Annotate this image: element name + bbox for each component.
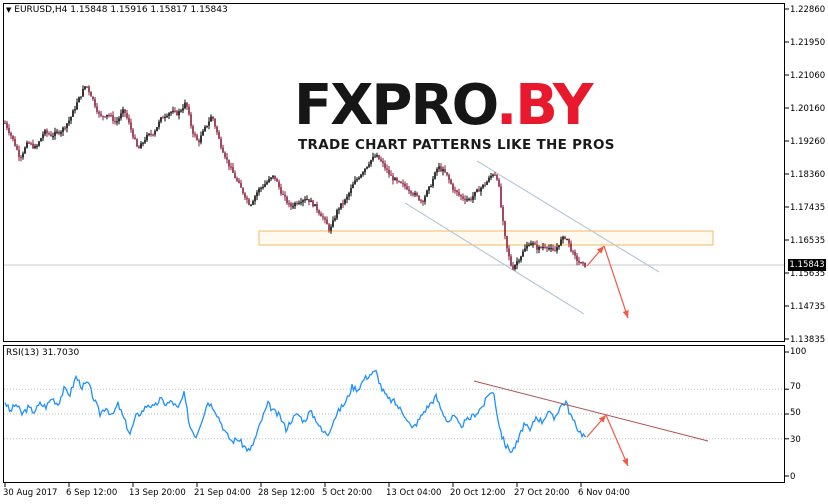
price-chart-panel[interactable] — [3, 3, 785, 342]
price-label: 1.20160 — [790, 104, 826, 114]
time-label: 13 Sep 20:00 — [129, 488, 186, 498]
time-label: 20 Oct 12:00 — [450, 488, 506, 498]
time-label: 6 Sep 12:00 — [66, 488, 118, 498]
forecast-up-arrow-head — [596, 246, 604, 254]
price-label: 1.18360 — [790, 170, 826, 180]
time-label: 5 Oct 20:00 — [322, 488, 373, 498]
logo-fx-text: FXPRO — [294, 73, 498, 138]
time-label: 27 Oct 20:00 — [514, 488, 570, 498]
rsi-level-label: 50 — [790, 408, 801, 418]
channel-upper-line — [476, 160, 660, 273]
symbol-label: EURUSD,H4 — [14, 5, 68, 15]
rsi-level-label: 0 — [790, 472, 796, 482]
price-label: 1.16535 — [790, 236, 826, 246]
rsi-forecast-down-arrow-head — [622, 458, 628, 466]
channel-lower-line — [404, 202, 585, 315]
rsi-trend-line — [473, 380, 709, 442]
price-label: 1.21060 — [790, 71, 826, 81]
time-label: 30 Aug 2017 — [3, 488, 58, 498]
watermark-tagline: TRADE CHART PATTERNS LIKE THE PROS — [298, 137, 615, 153]
forecast-down-arrow-head — [622, 310, 629, 318]
price-label: 1.13835 — [790, 335, 826, 345]
price-label: 1.21950 — [790, 38, 826, 48]
dropdown-triangle-icon[interactable]: ▼ — [6, 6, 12, 14]
rsi-level-label: 100 — [790, 347, 807, 357]
rsi-label: RSI(13) 31.7030 — [6, 348, 80, 358]
logo-by-text: .BY — [495, 73, 593, 138]
time-label: 6 Nov 04:00 — [578, 488, 630, 498]
price-label: 1.14735 — [790, 302, 826, 312]
price-label: 1.19260 — [790, 137, 826, 147]
chart-header: ▼ EURUSD,H4 1.15848 1.15916 1.15817 1.15… — [6, 5, 228, 15]
price-label: 1.22860 — [790, 5, 826, 15]
rsi-level-label: 30 — [790, 435, 801, 445]
rsi-level-label: 70 — [790, 382, 801, 392]
resistance-zone — [258, 230, 714, 246]
time-label: 28 Sep 12:00 — [258, 488, 315, 498]
rsi-line — [4, 369, 587, 454]
time-label: 13 Oct 04:00 — [386, 488, 442, 498]
price-label: 1.15635 — [790, 269, 826, 279]
current-price-tag: 1.15843 — [788, 259, 826, 271]
price-label: 1.17435 — [790, 203, 826, 213]
watermark-logo: FXPRO.BY — [294, 78, 593, 134]
forecast-down-arrow — [603, 245, 629, 319]
time-label: 21 Sep 04:00 — [194, 488, 251, 498]
rsi-forecast-up-arrow-head — [598, 415, 606, 423]
ohlc-values: 1.15848 1.15916 1.15817 1.15843 — [70, 5, 228, 15]
rsi-forecast-down-arrow — [605, 414, 629, 467]
